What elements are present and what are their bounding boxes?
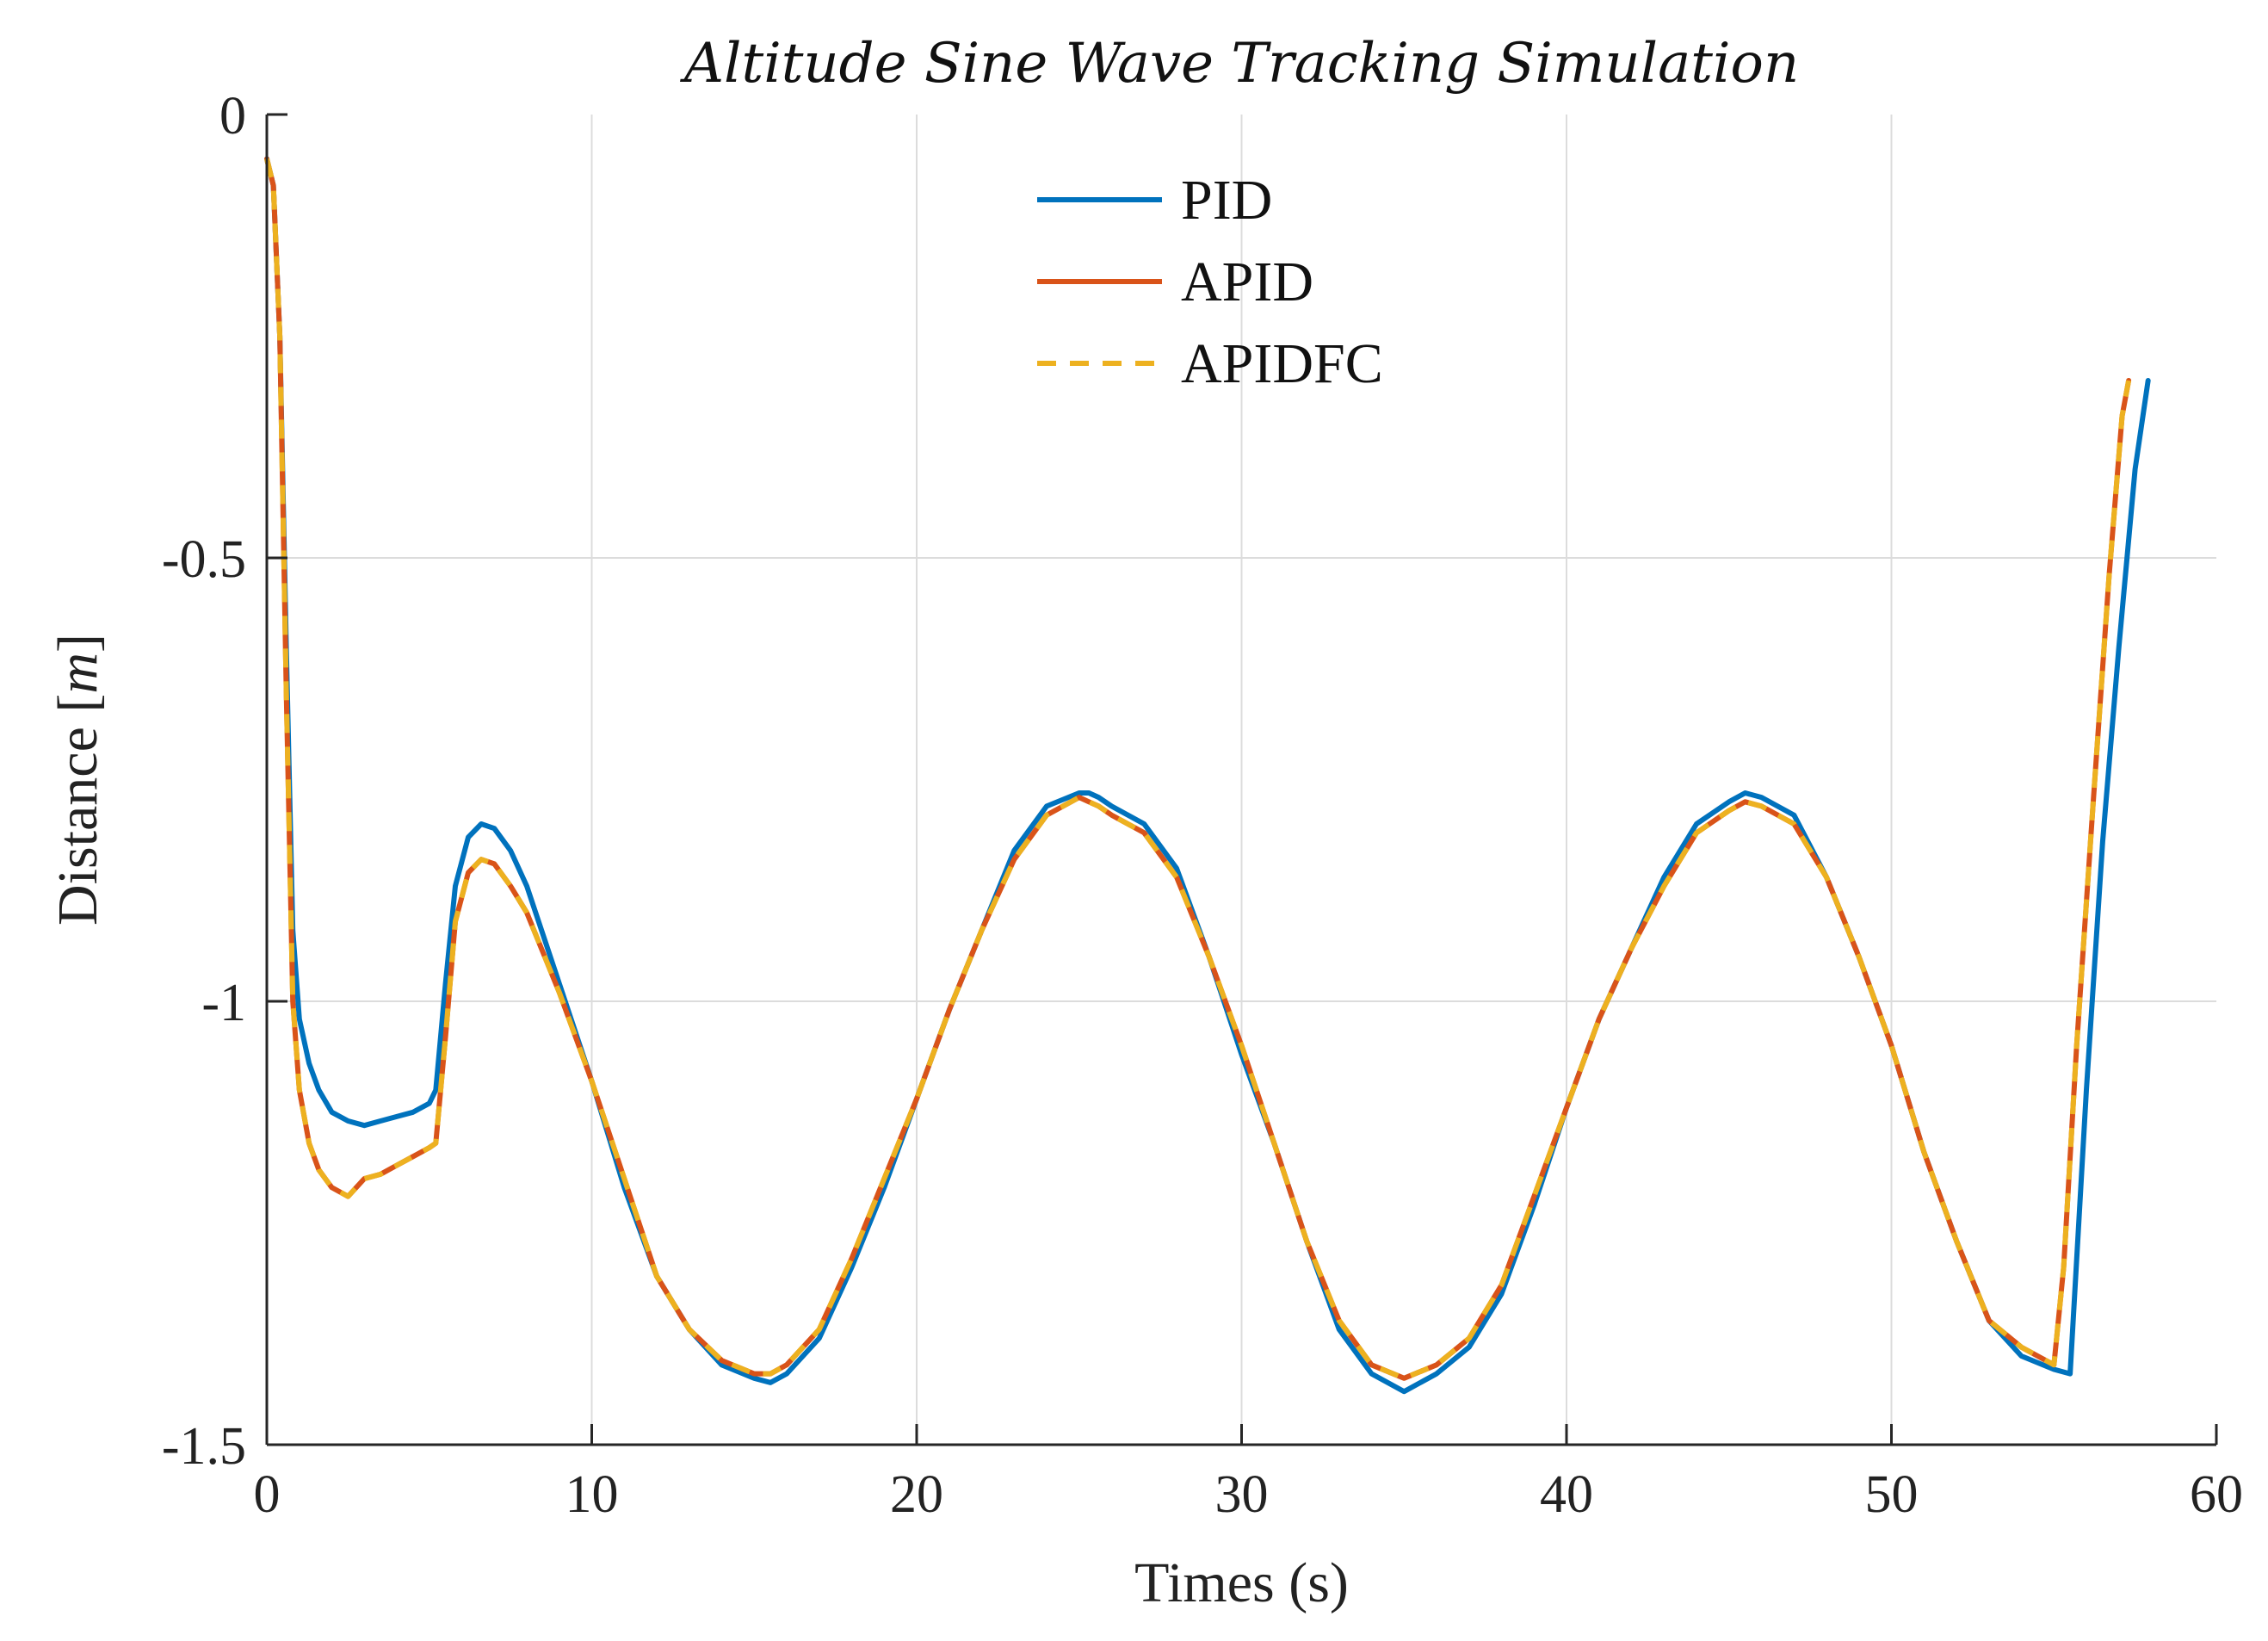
chart-title: Altitude Sine Wave Tracking Simulation — [680, 32, 1799, 96]
legend-label-apid: APID — [1181, 251, 1313, 313]
x-tick-label: 30 — [1215, 1465, 1269, 1524]
series-layer — [264, 156, 2151, 1395]
x-tick-label: 20 — [890, 1465, 943, 1524]
x-axis-label: Times (s) — [1134, 1551, 1349, 1614]
legend-label-pid: PID — [1181, 169, 1272, 232]
x-tick-label: 60 — [2190, 1465, 2243, 1524]
y-tick-label: -1.5 — [162, 1417, 246, 1476]
series-line-apidfc — [264, 158, 2132, 1381]
x-tick-label: 0 — [254, 1465, 281, 1524]
y-axis-label: Distance [m] — [46, 634, 109, 926]
ticks-layer: 0 10 20 30 40 50 60 0 -0.5 -1 -1.5 — [162, 87, 2243, 1524]
y-tick-label: -1 — [201, 974, 246, 1032]
x-tick-label: 50 — [1865, 1465, 1919, 1524]
y-tick-label: -0.5 — [162, 530, 246, 589]
y-tick-label: 0 — [219, 87, 246, 146]
y-axis-label-unit: m — [46, 653, 109, 694]
grid-layer — [267, 115, 2216, 1445]
x-tick-label: 40 — [1540, 1465, 1593, 1524]
legend: PID APID APIDFC — [1037, 169, 1383, 395]
y-axis-label-close: ] — [46, 634, 109, 653]
x-tick-label: 10 — [565, 1465, 619, 1524]
y-axis-label-text: Distance [ — [46, 694, 109, 926]
legend-label-apidfc: APIDFC — [1181, 332, 1383, 395]
